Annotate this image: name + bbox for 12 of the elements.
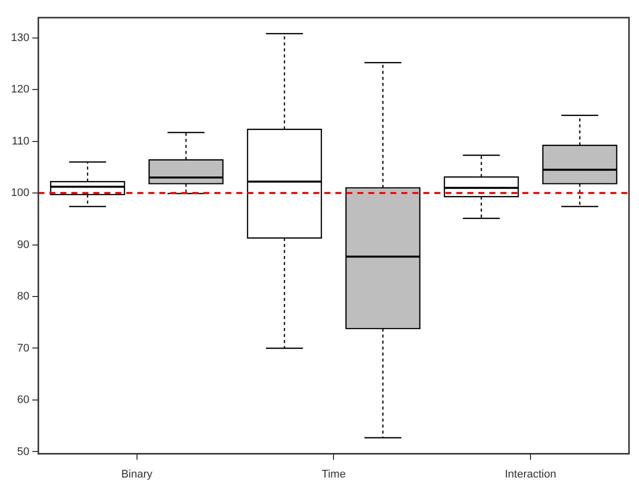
y-tick-label: 90 (17, 238, 30, 251)
x-tick-label: Time (322, 468, 346, 480)
y-tick-label: 60 (17, 394, 30, 406)
y-tick-label: 80 (17, 290, 30, 303)
y-tick-label: 50 (17, 446, 30, 458)
x-tick-label: Binary (121, 468, 153, 480)
y-tick-label: 130 (10, 32, 30, 44)
y-tick-label: 120 (10, 84, 30, 96)
x-tick-label: Interaction (504, 468, 556, 480)
y-tick-label: 110 (12, 135, 30, 148)
y-tick-label: 100 (10, 187, 30, 200)
y-tick-label: 70 (17, 342, 30, 354)
